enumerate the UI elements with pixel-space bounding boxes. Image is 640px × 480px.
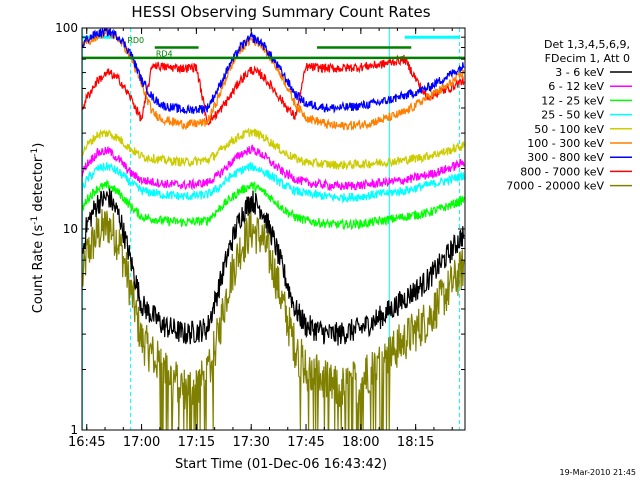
series-line-100-300-kev	[82, 28, 465, 132]
plot-frame	[81, 27, 466, 431]
x-tick-label: 17:00	[123, 435, 160, 450]
x-axis-label: Start Time (01-Dec-06 16:43:42)	[175, 457, 387, 472]
y-axis-label: Count Rate (s-1 detector-1)	[30, 143, 46, 314]
legend-label-300-800-kev: 300 - 800 keV	[527, 151, 604, 164]
legend-label-7000-20000-kev: 7000 - 20000 keV	[506, 180, 604, 193]
series-line-12-25-kev	[82, 179, 465, 231]
y-tick-label: 100	[55, 21, 78, 35]
axes: 16:45 17:00 17:15 17:30 17:45 18:00 18:15 1 10 10…	[55, 21, 466, 450]
series-line-800-7000-kev	[82, 54, 465, 126]
series-line-25-50-kev	[82, 162, 465, 204]
series-line-7000-20000-kev	[82, 209, 465, 430]
x-tick-label: 17:45	[287, 435, 324, 450]
legend: Det 1,3,4,5,6,9,FDecim 1, Att 03 - 6 keV…	[506, 38, 632, 193]
legend-label-25-50-kev: 25 - 50 keV	[541, 109, 604, 122]
annotation-rd0: RD0	[127, 36, 144, 45]
y-tick-label: 1	[70, 423, 78, 437]
chart-title: HESSI Observing Summary Count Rates	[131, 3, 430, 21]
legend-label-12-25-kev: 12 - 25 keV	[541, 94, 604, 107]
legend-label-6-12-kev: 6 - 12 keV	[548, 80, 604, 93]
legend-header-line: FDecim 1, Att 0	[545, 52, 630, 65]
annotation-rd4: RD4	[156, 50, 173, 59]
y-tick-label: 10	[63, 222, 78, 236]
legend-label-800-7000-kev: 800 - 7000 keV	[520, 165, 604, 178]
series-line-6-12-kev	[82, 144, 465, 192]
x-tick-label: 18:15	[397, 435, 434, 450]
x-tick-label: 18:00	[342, 435, 379, 450]
plot-area: RD0 RD4	[82, 28, 465, 430]
legend-header-line: Det 1,3,4,5,6,9,	[544, 38, 630, 51]
legend-label-50-100-kev: 50 - 100 keV	[534, 123, 604, 136]
x-tick-label: 17:30	[232, 435, 269, 450]
legend-label-100-300-kev: 100 - 300 keV	[527, 137, 604, 150]
series-line-50-100-kev	[82, 127, 465, 171]
x-tick-label: 17:15	[178, 435, 215, 450]
x-tick-label: 16:45	[68, 435, 105, 450]
series-line-3-6-kev	[82, 188, 465, 346]
legend-label-3-6-kev: 3 - 6 keV	[555, 66, 604, 79]
date-stamp: 19-Mar-2010 21:45	[560, 468, 637, 477]
